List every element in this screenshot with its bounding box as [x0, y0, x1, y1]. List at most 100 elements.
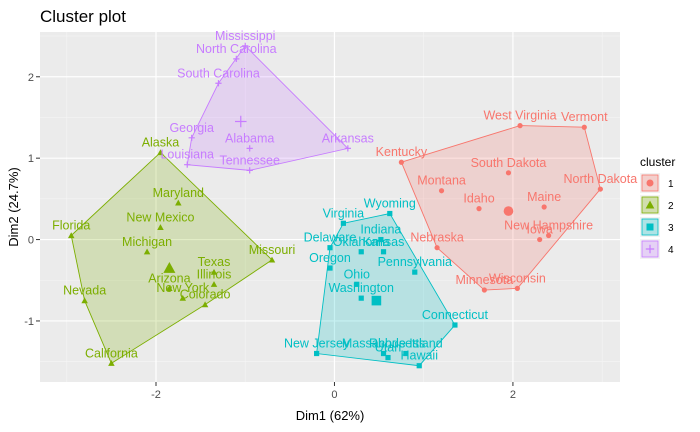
cluster-3-point — [385, 354, 391, 361]
point-label: Maine — [527, 190, 561, 204]
cluster-4-center — [235, 115, 247, 128]
legend-marker — [645, 244, 655, 254]
point-label: South Carolina — [177, 66, 260, 80]
cluster-2-point — [175, 199, 182, 206]
cluster-1-point — [481, 287, 487, 293]
cluster-1-point — [546, 232, 552, 239]
point-label: Arkansas — [322, 131, 374, 145]
cluster-4-point — [246, 145, 253, 152]
cluster-1-point — [517, 123, 523, 129]
x-axis-title: Dim1 (62%) — [296, 408, 365, 423]
point-label: New Hampshire — [504, 218, 593, 232]
point-label: Mississippi — [215, 29, 275, 43]
x-tick-label: 0 — [331, 389, 337, 401]
point-label: Nevada — [63, 284, 106, 298]
point-label: California — [85, 346, 138, 360]
cluster-2-point — [67, 232, 75, 239]
grid-lines — [40, 32, 620, 382]
legend-marker — [645, 200, 655, 209]
point-label: New Jersey — [284, 337, 350, 351]
point-label: Tennessee — [219, 153, 280, 167]
point-label: Oregon — [309, 251, 351, 265]
point-label: Pennsylvania — [378, 255, 452, 269]
point-label: Vermont — [561, 110, 608, 124]
cluster-1-point — [434, 245, 440, 251]
cluster-3-point — [380, 249, 387, 255]
cluster-3-point — [358, 249, 364, 255]
cluster-1-point — [581, 124, 587, 130]
point-label: Florida — [52, 218, 90, 232]
cluster-1-point — [514, 285, 520, 291]
y-tick-label: -1 — [24, 316, 34, 328]
point-label: North Dakota — [564, 172, 638, 186]
cluster-2-point — [179, 294, 187, 301]
cluster-4-point — [184, 161, 191, 168]
cluster-1-point — [505, 170, 512, 176]
point-label: Virginia — [323, 206, 365, 220]
cluster-3-point — [378, 236, 384, 243]
cluster-4-point — [215, 80, 222, 87]
point-label: Connecticut — [422, 308, 489, 322]
cluster-1-point — [537, 236, 543, 243]
legend-label: 2 — [668, 201, 674, 212]
point-label: Idaho — [463, 192, 494, 206]
cluster-3-center — [371, 295, 382, 306]
point-label: New York — [156, 281, 210, 295]
legend-marker — [646, 179, 654, 187]
legend-label: 4 — [668, 245, 674, 256]
cluster-3-point — [314, 350, 320, 357]
cluster-1-hull — [400, 125, 601, 291]
cluster-3-point — [327, 265, 333, 271]
cluster-1-point — [597, 186, 603, 192]
point-label: New Mexico — [126, 210, 194, 224]
point-label: South Dakota — [471, 156, 547, 170]
point-label: Alabama — [225, 131, 274, 145]
cluster-2-point — [157, 224, 164, 230]
point-label: Nebraska — [410, 231, 464, 245]
point-label: Massachusetts — [342, 337, 425, 351]
point-label: Ohio — [344, 267, 370, 281]
point-label: Washington — [328, 281, 394, 295]
point-label: Rhode Island — [369, 337, 443, 351]
y-tick-label: 0 — [28, 235, 34, 247]
axis-ticks: -2 0 2 -1 0 1 2 — [24, 72, 516, 401]
cluster-4-point — [188, 134, 195, 141]
legend-marker — [646, 223, 654, 231]
x-tick-label: 2 — [510, 389, 516, 401]
point-label: Oklahoma — [333, 235, 390, 249]
cluster-1-point — [398, 159, 404, 165]
point-label: Indiana — [360, 223, 401, 237]
chart-title: Cluster plot — [40, 7, 126, 26]
cluster-2-point — [268, 256, 276, 263]
point-label: Colorado — [180, 288, 231, 302]
point-labels: West Virginia Vermont Kentucky South Dakota… — [52, 29, 637, 363]
y-tick-label: 1 — [28, 153, 34, 165]
point-label: Illinois — [197, 267, 232, 281]
y-axis-title: Dim2 (24.7%) — [6, 167, 21, 246]
legend-label: 1 — [668, 179, 674, 190]
cluster-1-center — [503, 206, 514, 216]
legend: cluster 1 2 3 4 — [640, 155, 675, 259]
cluster-points — [67, 42, 603, 369]
cluster-3-point — [387, 210, 393, 217]
cluster-1-point — [476, 206, 482, 212]
cluster-2-point — [210, 268, 218, 275]
cluster-3-point — [380, 350, 387, 357]
cluster-1-point — [438, 188, 445, 194]
cluster-4-point — [233, 55, 240, 62]
cluster-2-point — [201, 301, 209, 308]
x-tick-label: -2 — [151, 389, 161, 401]
point-label: Minnesota — [456, 273, 514, 287]
cluster-3-point — [354, 281, 360, 287]
point-label: North Carolina — [196, 42, 277, 56]
cluster-2-point — [81, 297, 88, 304]
point-label: Georgia — [169, 121, 214, 135]
plot-panel — [40, 32, 620, 382]
cluster-1-point — [541, 204, 547, 210]
point-label: Hawaii — [400, 349, 438, 363]
point-label: Arizona — [148, 271, 190, 285]
point-label: Montana — [417, 174, 466, 188]
cluster-3-point — [412, 269, 418, 275]
point-label: Maryland — [153, 186, 204, 200]
